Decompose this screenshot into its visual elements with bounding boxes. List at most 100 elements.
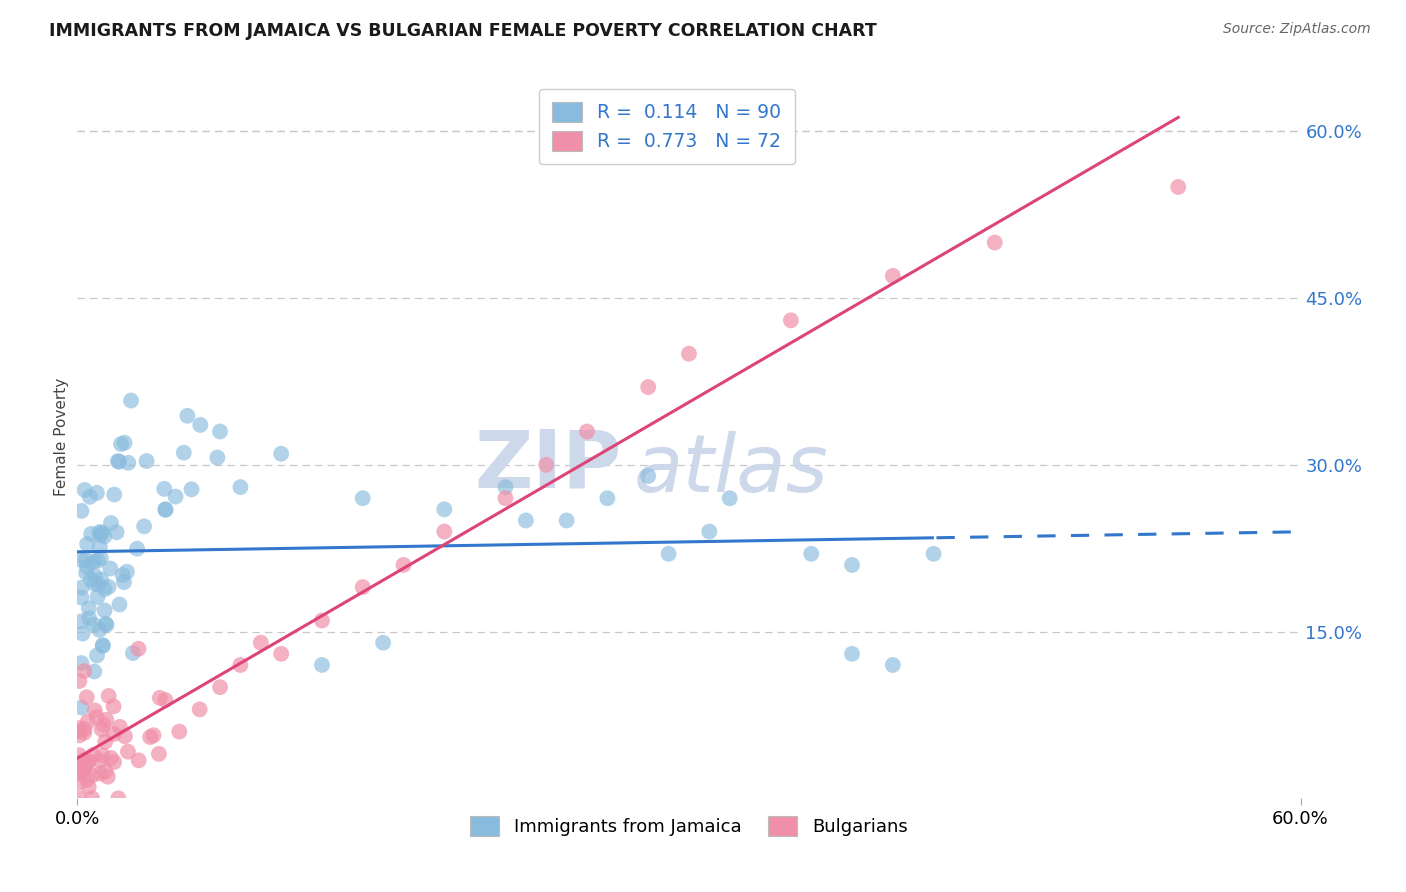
Point (70, 591, 93, 605)
Point (188, 417, 211, 432)
Point (108, 720, 131, 734)
Point (75, 566, 97, 580)
Text: atlas: atlas (634, 431, 828, 508)
Point (67, 758, 90, 772)
Point (98, 561, 121, 575)
Point (112, 575, 135, 590)
Point (86, 590, 108, 604)
Point (72, 626, 94, 640)
Point (75, 760, 97, 774)
Point (105, 525, 128, 540)
Text: ZIP: ZIP (474, 427, 621, 505)
Point (89, 754, 111, 768)
Point (97, 770, 120, 784)
Point (155, 502, 177, 516)
Point (495, 491, 517, 506)
Point (67, 728, 90, 742)
Point (270, 447, 292, 461)
Point (73, 722, 96, 736)
Point (110, 437, 132, 451)
Legend: Immigrants from Jamaica, Bulgarians: Immigrants from Jamaica, Bulgarians (463, 809, 915, 844)
Point (70, 581, 93, 595)
Point (250, 636, 273, 650)
Point (93, 603, 115, 617)
Point (82, 747, 104, 762)
Point (718, 491, 741, 506)
Point (90, 551, 112, 566)
Point (180, 483, 202, 497)
Point (229, 657, 252, 672)
Point (67, 673, 90, 688)
Point (108, 455, 131, 469)
Point (120, 393, 142, 408)
Point (114, 435, 136, 450)
Point (352, 491, 374, 506)
Point (107, 454, 129, 468)
Point (132, 519, 155, 533)
Point (352, 580, 374, 594)
Point (984, 235, 1007, 250)
Point (153, 482, 176, 496)
Point (73, 725, 96, 739)
Point (94, 735, 117, 749)
Point (73, 762, 96, 776)
Point (699, 524, 721, 539)
Point (495, 480, 517, 494)
Point (800, 547, 823, 561)
Point (83, 703, 105, 717)
Point (77, 780, 100, 794)
Point (165, 490, 187, 504)
Point (90, 723, 112, 737)
Point (83, 665, 105, 679)
Point (89, 525, 111, 540)
Point (115, 565, 138, 579)
Point (515, 513, 537, 527)
Point (107, 791, 129, 805)
Point (94, 764, 117, 779)
Point (208, 425, 231, 439)
Point (207, 450, 229, 465)
Point (96, 618, 118, 632)
Point (311, 657, 333, 672)
Point (83, 617, 105, 632)
Point (67, 748, 90, 763)
Point (433, 502, 456, 516)
Point (82, 791, 104, 805)
Point (89, 766, 111, 780)
Point (77, 601, 100, 615)
Point (80, 527, 103, 541)
Point (89, 528, 111, 542)
Text: Source: ZipAtlas.com: Source: ZipAtlas.com (1223, 22, 1371, 37)
Point (371, 636, 394, 650)
Point (70, 504, 93, 518)
Point (96, 713, 118, 727)
Point (93, 718, 115, 732)
Point (127, 641, 149, 656)
Point (103, 755, 125, 769)
Y-axis label: Female Poverty: Female Poverty (53, 378, 69, 496)
Point (173, 445, 195, 459)
Point (841, 558, 863, 572)
Point (70, 615, 93, 629)
Point (111, 568, 134, 582)
Point (882, 268, 904, 283)
Point (139, 730, 162, 744)
Point (637, 469, 659, 483)
Point (86, 710, 108, 724)
Point (91, 748, 114, 763)
Point (433, 524, 456, 539)
Point (188, 702, 211, 716)
Point (555, 513, 578, 527)
Point (77, 754, 100, 768)
Point (72, 764, 94, 779)
Point (135, 454, 157, 468)
Point (67, 721, 90, 735)
Point (90, 573, 112, 587)
Point (77, 611, 100, 625)
Point (73, 753, 96, 767)
Point (76, 772, 98, 787)
Point (1167, 180, 1189, 194)
Point (82, 768, 104, 782)
Point (596, 491, 619, 506)
Point (76, 714, 98, 729)
